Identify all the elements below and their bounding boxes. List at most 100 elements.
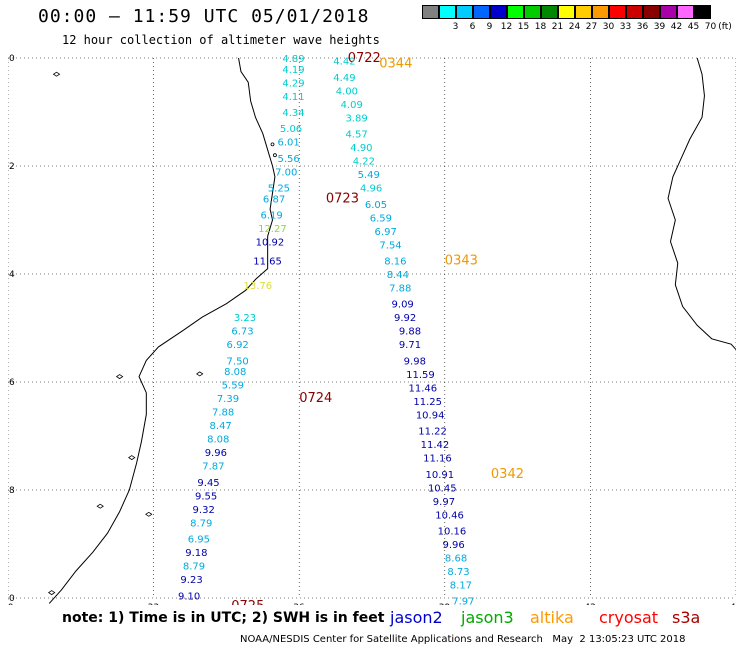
wave-height-label: 10.46 xyxy=(435,510,464,521)
lake-outline xyxy=(195,371,204,377)
colorbar-bin xyxy=(558,5,575,19)
wave-height-label: 6.97 xyxy=(375,227,397,238)
lake-outline xyxy=(52,71,61,77)
wave-height-label: 8.16 xyxy=(384,257,406,268)
colorbar-bin xyxy=(490,5,507,19)
wave-height-label: 6.92 xyxy=(227,340,249,351)
wave-height-label: 4.29 xyxy=(282,78,304,89)
wave-height-label: 4.96 xyxy=(360,184,382,195)
wave-height-label: 7.87 xyxy=(202,462,224,473)
wave-height-label: 10.91 xyxy=(426,470,455,481)
lat-tick-label: -26 xyxy=(8,378,15,388)
wave-height-map: 30 33 36 39 42 45 -20 -22 -24 -26 -28 -30 4.894.19 4.… xyxy=(8,51,736,605)
colorbar-label: 70 xyxy=(704,22,717,32)
wave-height-label: 7.88 xyxy=(389,284,411,295)
lake-outline xyxy=(128,455,136,461)
legend-cryosat: cryosat xyxy=(599,608,659,627)
wave-height-label: 13.76 xyxy=(244,281,273,292)
wave-height-label: 11.42 xyxy=(421,440,450,451)
wave-height-label: 10.92 xyxy=(256,238,285,249)
legend-altika: altika xyxy=(530,608,574,627)
colorbar-bin xyxy=(626,5,643,19)
wave-height-label: 11.22 xyxy=(418,427,447,438)
map-subtitle: 12 hour collection of altimeter wave hei… xyxy=(62,33,380,47)
wave-height-label: 7.39 xyxy=(217,394,239,405)
colorbar-label: 6 xyxy=(469,22,476,32)
wave-height-label: 9.09 xyxy=(392,300,414,311)
colorbar-unit: (ft) xyxy=(718,22,732,32)
lon-tick-label: 42 xyxy=(584,603,595,605)
pass-time-label: 0723 xyxy=(326,191,359,206)
lake-outline xyxy=(47,590,56,596)
wave-height-label: 9.97 xyxy=(433,497,455,508)
lake-outline xyxy=(96,503,104,509)
footer-note: note: 1) Time is in UTC; 2) SWH is in fe… xyxy=(62,610,385,626)
wave-height-label: 5.25 xyxy=(268,184,290,195)
colorbar-label: 21 xyxy=(551,22,564,32)
lat-tick-label: -30 xyxy=(8,594,15,604)
wave-height-label: 4.57 xyxy=(345,130,367,141)
wave-height-label: 7.97 xyxy=(452,597,474,605)
wave-height-label: 8.44 xyxy=(387,270,409,281)
wave-height-label: 4.11 xyxy=(282,92,304,103)
lon-tick-label: 36 xyxy=(293,603,305,605)
map-frame xyxy=(8,58,736,598)
wave-height-label: 9.88 xyxy=(399,327,421,338)
legend-jason3: jason3 xyxy=(461,608,514,627)
wave-height-label: 6.05 xyxy=(365,200,387,211)
wave-height-label: 4.90 xyxy=(350,143,372,154)
wave-height-label: 10.94 xyxy=(416,410,445,421)
pass-time-label: 0342 xyxy=(491,467,524,482)
wave-height-label: 6.87 xyxy=(263,194,285,205)
wave-height-label: 8.73 xyxy=(447,567,469,578)
colorbar-bin xyxy=(541,5,558,19)
wave-height-label: 6.01 xyxy=(277,138,299,149)
colorbar-label: 30 xyxy=(602,22,615,32)
colorbar-label: 24 xyxy=(568,22,581,32)
wave-height-label: 8.79 xyxy=(190,518,212,529)
wave-height-label: 4.49 xyxy=(333,73,355,84)
lake-outline xyxy=(115,374,124,380)
island-outline xyxy=(270,142,275,147)
colorbar-label: 42 xyxy=(670,22,683,32)
pass-time-label: 0724 xyxy=(299,391,332,406)
wave-height-label: 9.32 xyxy=(193,505,215,516)
legend-s3a: s3a xyxy=(672,608,701,627)
wave-height-label: 12.27 xyxy=(258,224,287,235)
colorbar-bin xyxy=(439,5,456,19)
pass-time-label: 0344 xyxy=(379,56,412,71)
wave-height-label: 3.23 xyxy=(234,313,256,324)
wave-height-label: 4.00 xyxy=(336,86,358,97)
colorbar-bin xyxy=(524,5,541,19)
wave-height-label: 9.98 xyxy=(404,356,426,367)
mozambique-coastline xyxy=(48,57,276,604)
pass-time-label: 0722 xyxy=(348,51,381,66)
colorbar-label: 33 xyxy=(619,22,632,32)
wave-height-label: 8.08 xyxy=(207,435,229,446)
wave-height-label: 6.19 xyxy=(261,211,283,222)
wave-height-label: 9.45 xyxy=(197,478,219,489)
wave-height-label: 11.46 xyxy=(409,383,438,394)
wave-height-label: 7.88 xyxy=(212,408,234,419)
wave-height-label: 5.06 xyxy=(280,124,302,135)
wave-height-label: 9.96 xyxy=(443,540,465,551)
pass-time-label: 0343 xyxy=(445,254,478,269)
colorbar-label: 27 xyxy=(585,22,598,32)
wave-height-label: 9.10 xyxy=(178,591,200,602)
colorbar-label: 45 xyxy=(687,22,700,32)
colorbar-bin xyxy=(592,5,609,19)
wave-height-label: 4.34 xyxy=(282,108,304,119)
wave-height-label: 11.59 xyxy=(406,370,435,381)
wave-height-label: 5.49 xyxy=(358,170,380,181)
colorbar-bin xyxy=(507,5,524,19)
wave-height-label: 9.92 xyxy=(394,313,416,324)
lon-tick-label: 33 xyxy=(148,603,159,605)
wave-height-label: 3.89 xyxy=(345,113,367,124)
lat-tick-label: -24 xyxy=(8,270,15,280)
colorbar-bin xyxy=(694,5,711,19)
map-title: 00:00 – 11:59 UTC 05/01/2018 xyxy=(38,6,370,27)
wave-height-label: 9.18 xyxy=(185,548,207,559)
colorbar-bin xyxy=(422,5,439,19)
wave-height-label: 8.47 xyxy=(210,421,232,432)
colorbar-label: 15 xyxy=(517,22,530,32)
